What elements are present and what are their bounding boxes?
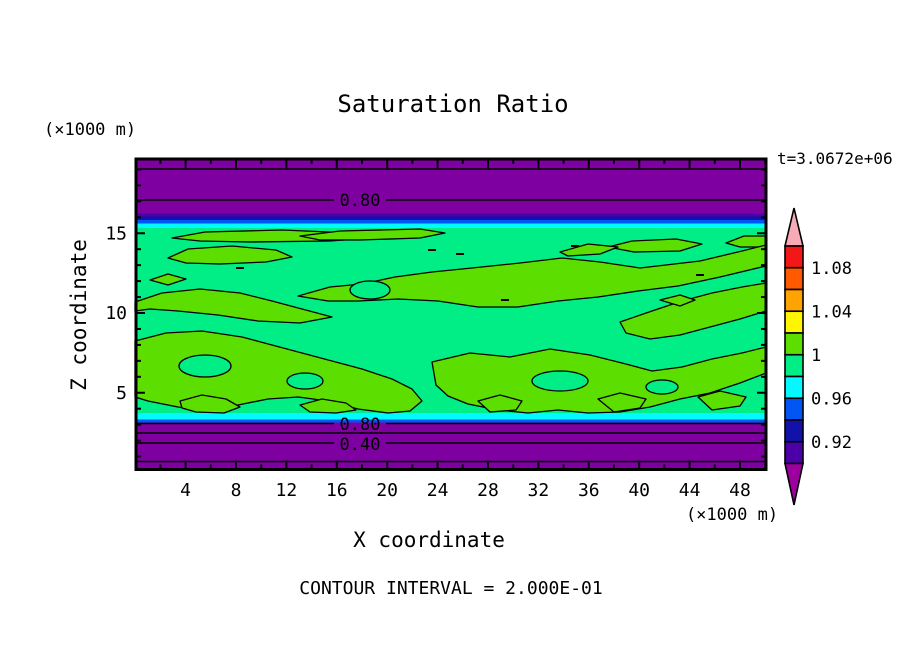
contour-label: 0.80	[340, 415, 381, 435]
band-cyan	[136, 223, 766, 228]
contour-blob	[597, 392, 647, 413]
x-tick-label: 28	[477, 480, 499, 501]
band-cyan	[136, 413, 766, 420]
colorbar-label: 0.92	[811, 433, 852, 453]
contour-hole	[178, 354, 232, 378]
line-contours: 0.800.800.40	[136, 168, 766, 463]
y-tick-label: 5	[116, 383, 127, 404]
y-axis-units-label: (×1000 m)	[44, 120, 136, 140]
x-tick-label: 48	[729, 480, 751, 501]
colorbar-box	[784, 332, 804, 356]
colorbar-box	[784, 419, 804, 443]
colorbar-label: 1.04	[811, 302, 852, 322]
colorbar-label: 1	[811, 346, 821, 366]
contour-blob	[607, 238, 703, 253]
x-tick-label: 12	[276, 480, 298, 501]
axis-ticks	[136, 159, 767, 470]
contour-interval-note: CONTOUR INTERVAL = 2.000E-01	[299, 578, 602, 599]
colorbar-box	[784, 397, 804, 421]
colorbar-label: 0.96	[811, 389, 852, 409]
contour-blob	[559, 243, 619, 257]
plot-frame	[134, 157, 768, 471]
contour-hole	[286, 372, 324, 390]
colorbar-box	[784, 353, 804, 378]
contour-label: 0.40	[340, 435, 381, 455]
contour-blob	[299, 228, 446, 241]
time-annotation: t=3.0672e+06	[777, 149, 893, 168]
x-tick-label: 8	[231, 480, 242, 501]
x-tick-label: 24	[427, 480, 449, 501]
plot-border	[134, 157, 768, 471]
colorbar-under-arrow	[784, 462, 804, 506]
x-tick-label: 20	[376, 480, 398, 501]
y-tick-labels: 5 10 15	[105, 223, 127, 404]
colorbar-box	[784, 245, 804, 269]
contour-label: 0.80	[340, 191, 381, 211]
x-tick-labels: 4 8 12 16 20 24 28 32 36 40 44 48	[180, 480, 751, 501]
y-tick-label: 10	[105, 303, 127, 324]
contour-blob	[149, 273, 187, 286]
band-navy	[136, 216, 766, 220]
colorbar-box	[784, 266, 804, 291]
colorbar-box	[784, 440, 804, 465]
x-tick-label: 32	[528, 480, 550, 501]
colorbar: 1.08 1.04 1 0.96 0.92	[783, 207, 852, 506]
contour-blob	[167, 245, 293, 265]
contour-blob	[299, 398, 357, 414]
y-axis-title: Z coordinate	[67, 239, 91, 391]
x-tick-label: 40	[628, 480, 650, 501]
contour-blob	[697, 390, 747, 411]
band-violet	[136, 213, 766, 217]
x-tick-label: 36	[578, 480, 600, 501]
y-tick-label: 15	[105, 223, 127, 244]
band-band_purple	[136, 159, 766, 214]
colorbar-label: 1.08	[811, 259, 852, 279]
contour-blob	[179, 394, 241, 414]
x-axis-units-label: (×1000 m)	[686, 505, 778, 525]
x-tick-label: 16	[326, 480, 348, 501]
band-band_purple	[136, 422, 766, 470]
colorbar-box	[784, 288, 804, 313]
contour-hole	[531, 370, 589, 392]
colorbar-over-arrow	[783, 207, 805, 247]
contour-blobs	[134, 228, 767, 414]
x-axis-title: X coordinate	[353, 528, 505, 552]
x-tick-label: 4	[180, 480, 191, 501]
contour-blob	[659, 294, 696, 307]
band-blue	[136, 419, 766, 423]
x-tick-label: 44	[679, 480, 701, 501]
colorbar-box	[784, 375, 804, 400]
contour-hole	[645, 379, 679, 395]
chart-title: Saturation Ratio	[337, 90, 568, 118]
colorbar-box	[784, 310, 804, 334]
contour-hole	[349, 280, 391, 300]
band-blue	[136, 220, 766, 224]
contour-blob	[477, 394, 523, 413]
contour-blob	[134, 288, 333, 324]
